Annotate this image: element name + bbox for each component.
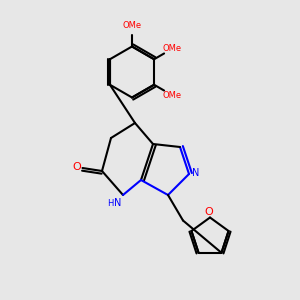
Text: H: H	[107, 199, 114, 208]
Text: O: O	[204, 207, 213, 217]
Text: OMe: OMe	[162, 91, 182, 100]
Text: N: N	[192, 167, 199, 178]
Text: OMe: OMe	[122, 21, 142, 30]
Text: OMe: OMe	[162, 44, 182, 53]
Text: N: N	[114, 198, 121, 208]
Text: O: O	[72, 162, 81, 172]
